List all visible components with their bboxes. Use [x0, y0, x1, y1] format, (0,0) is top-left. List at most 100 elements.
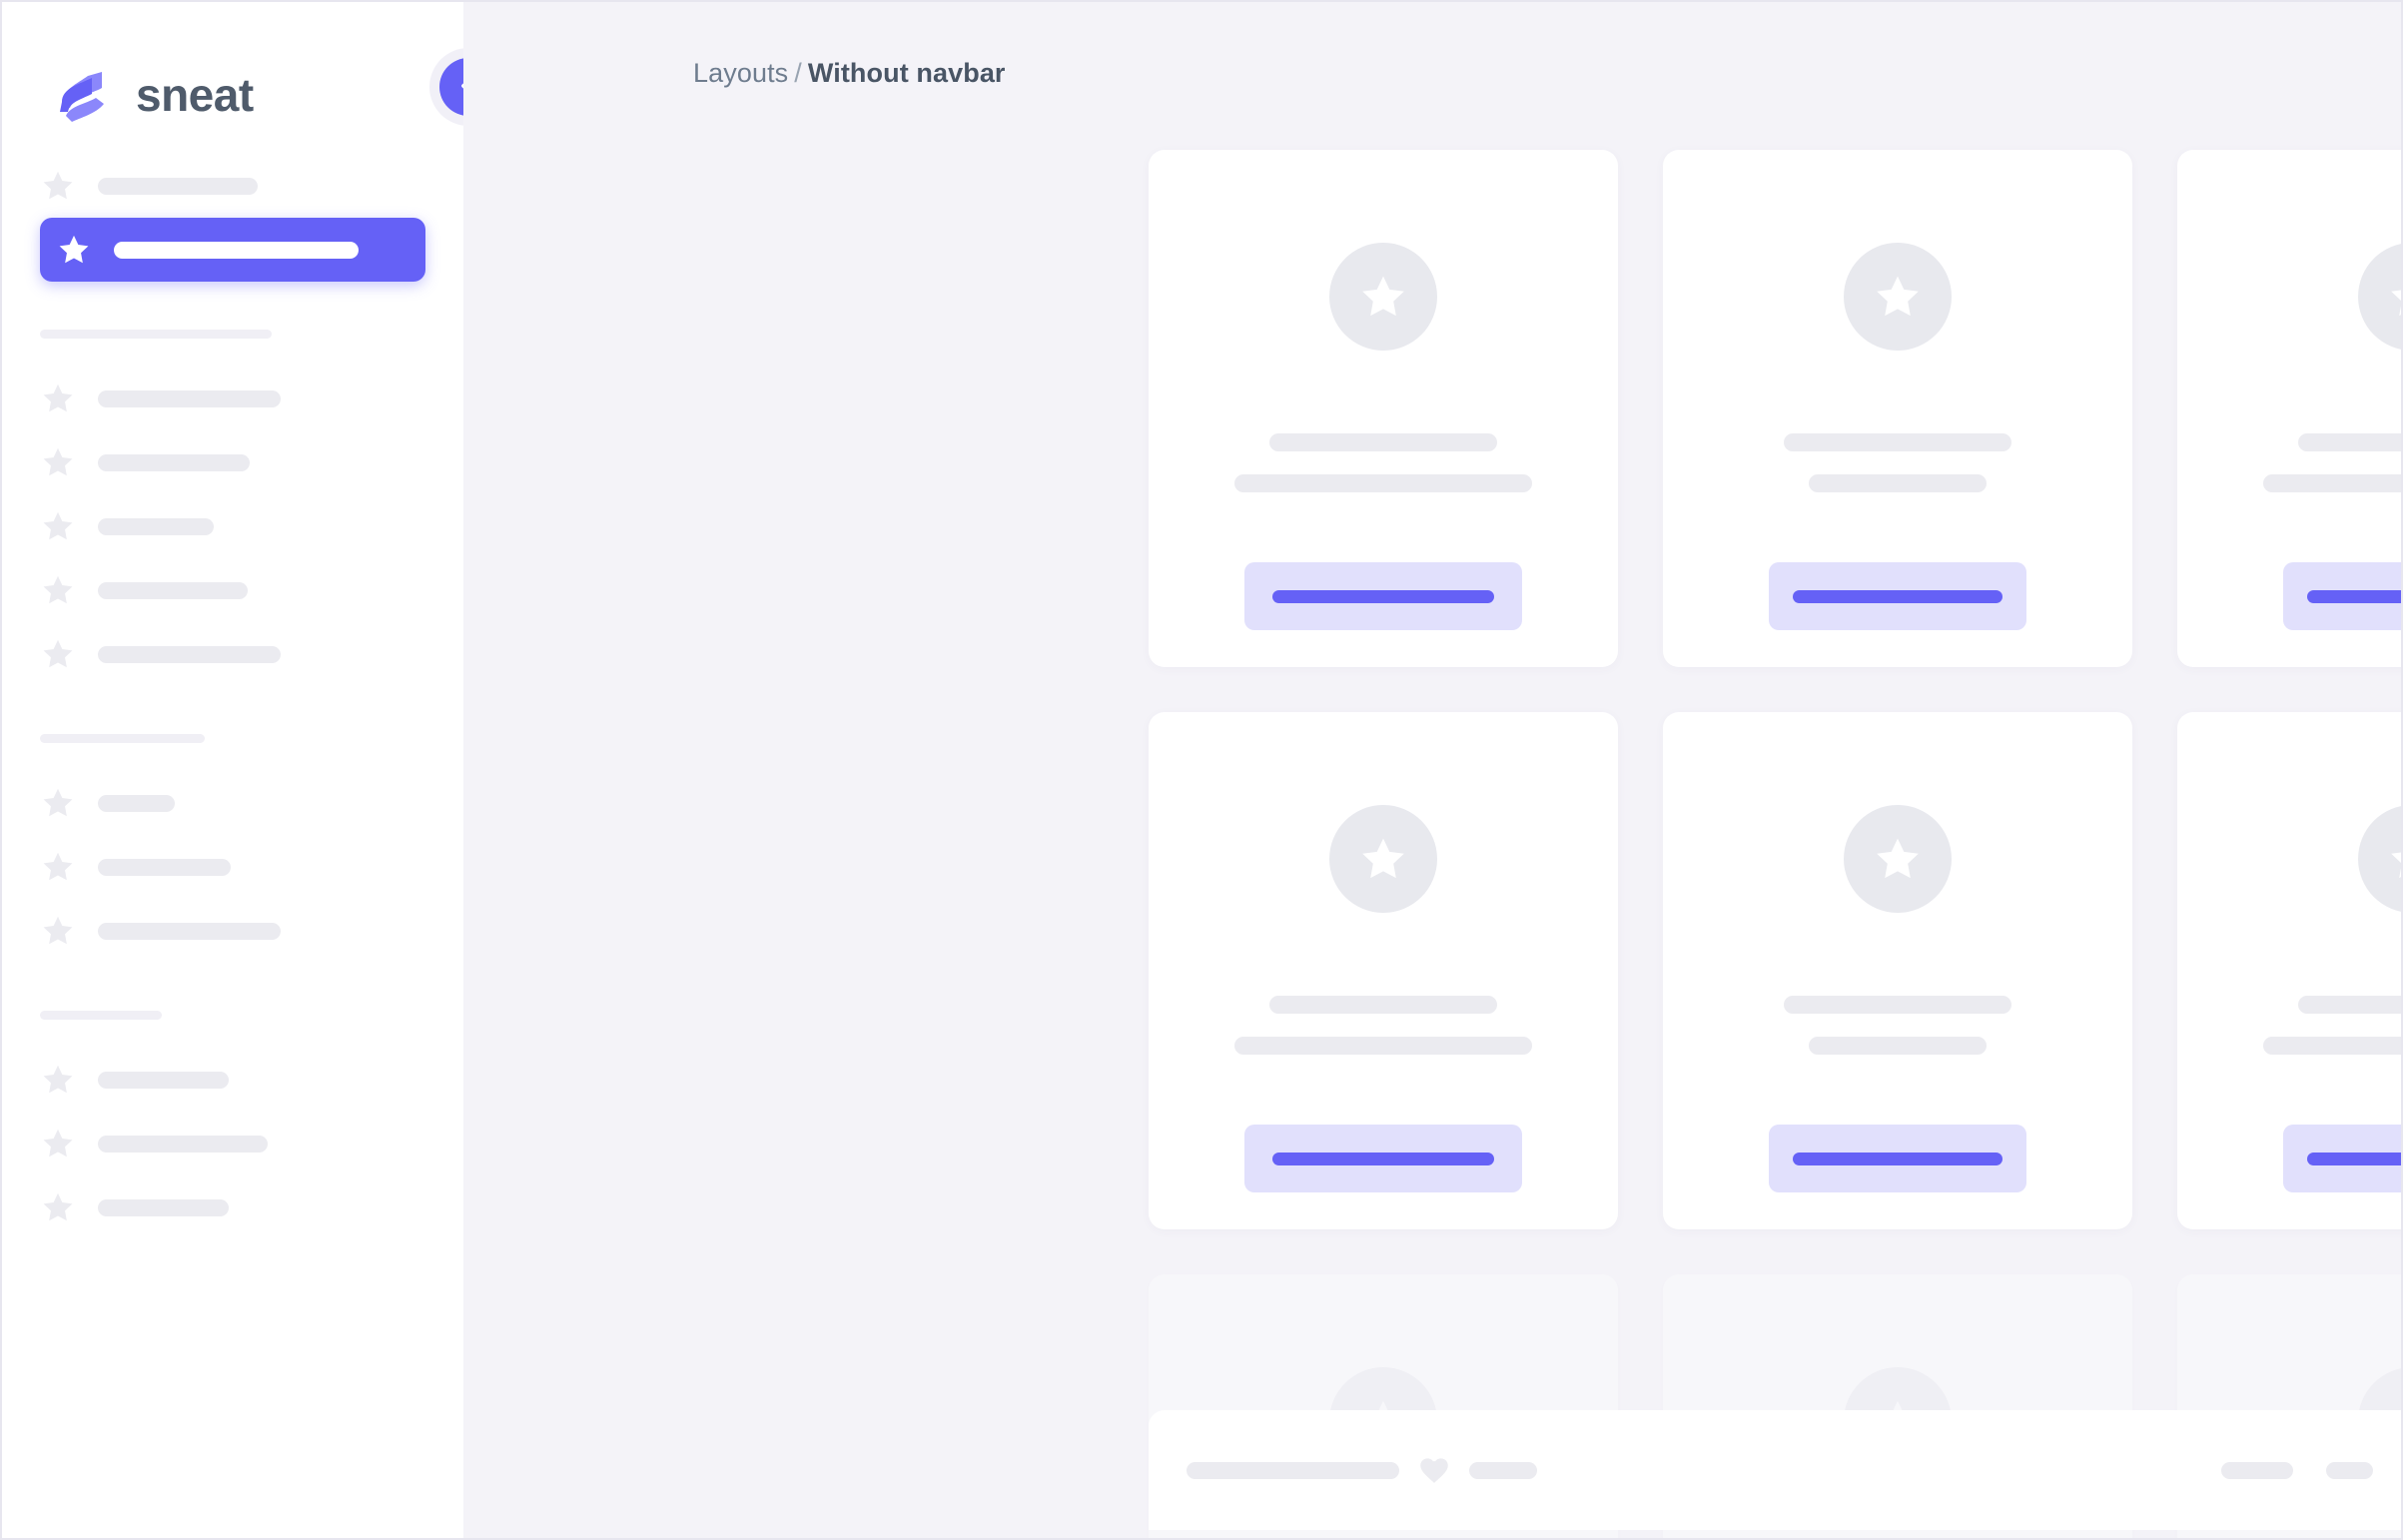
star-icon — [40, 168, 76, 204]
card-action-button-label-placeholder — [2307, 589, 2401, 603]
star-icon — [40, 381, 76, 416]
footer-right-group — [2221, 1461, 2401, 1479]
card-title-placeholder — [1784, 996, 2011, 1014]
breadcrumb: Layouts / Without navbar — [463, 2, 2401, 89]
sidebar-item[interactable] — [40, 771, 425, 835]
sidebar-item-label-placeholder — [98, 858, 231, 876]
card-action-button-label-placeholder — [1793, 589, 2002, 603]
card-avatar — [1329, 805, 1437, 913]
card-action-button-label-placeholder — [1793, 1152, 2002, 1165]
star-icon — [56, 232, 92, 268]
card-title-placeholder — [2298, 996, 2401, 1014]
sidebar-item-label-placeholder — [98, 453, 250, 471]
sidebar-item-label-placeholder — [98, 922, 281, 940]
card-subtitle-placeholder — [1809, 474, 1987, 492]
sidebar-item[interactable] — [40, 430, 425, 494]
star-icon — [40, 572, 76, 608]
sidebar: sneat — [2, 2, 463, 1538]
card-title-placeholder — [1269, 996, 1497, 1014]
sidebar-item-label-placeholder — [98, 177, 258, 195]
page-footer — [1149, 1410, 2401, 1530]
star-icon — [40, 849, 76, 885]
star-icon — [40, 1062, 76, 1098]
card-text-placeholders — [1663, 996, 2132, 1055]
content-card[interactable] — [1663, 712, 2132, 1229]
card-avatar — [2358, 805, 2401, 913]
card-text-placeholders — [2177, 996, 2401, 1055]
sidebar-item[interactable] — [40, 154, 425, 218]
sidebar-item-label-placeholder — [98, 389, 281, 407]
sidebar-item-active[interactable] — [40, 218, 425, 282]
footer-text-placeholder — [1187, 1461, 1399, 1479]
heart-icon — [1419, 1456, 1449, 1484]
card-action-button[interactable] — [1769, 562, 2026, 630]
card-action-button-label-placeholder — [1272, 1152, 1494, 1165]
card-text-placeholders — [1663, 433, 2132, 492]
card-grid — [1149, 150, 2401, 1538]
star-icon — [40, 444, 76, 480]
footer-link-1[interactable] — [2221, 1461, 2293, 1479]
card-action-button[interactable] — [2283, 562, 2401, 630]
content-card[interactable] — [1663, 150, 2132, 667]
sidebar-item-label-placeholder — [98, 1071, 229, 1089]
sidebar-item[interactable] — [40, 1112, 425, 1175]
breadcrumb-parent[interactable]: Layouts — [693, 58, 789, 88]
content-card[interactable] — [1149, 150, 1618, 667]
sidebar-item[interactable] — [40, 367, 425, 430]
sidebar-item[interactable] — [40, 899, 425, 963]
nav-group-gap — [40, 282, 425, 330]
card-avatar — [1329, 243, 1437, 351]
sidebar-item[interactable] — [40, 1048, 425, 1112]
sidebar-item[interactable] — [40, 494, 425, 558]
footer-author-placeholder — [1469, 1461, 1537, 1479]
star-icon — [40, 913, 76, 949]
card-avatar — [1844, 243, 1952, 351]
sidebar-nav — [2, 154, 463, 1239]
nav-group-gap — [40, 963, 425, 1011]
sidebar-collapse-button[interactable] — [439, 58, 463, 116]
card-subtitle-placeholder — [1809, 1037, 1987, 1055]
nav-section-heading-placeholder — [40, 1011, 162, 1020]
card-subtitle-placeholder — [2263, 474, 2401, 492]
sidebar-item[interactable] — [40, 835, 425, 899]
card-action-button[interactable] — [1244, 1125, 1522, 1192]
sidebar-item[interactable] — [40, 558, 425, 622]
sidebar-item-label-placeholder — [98, 1198, 229, 1216]
nav-section-heading-placeholder — [40, 734, 205, 743]
sidebar-item-label-placeholder — [98, 1135, 268, 1153]
sidebar-item-label-placeholder — [114, 241, 359, 259]
sneat-s-logo-icon — [52, 64, 114, 126]
card-action-button-label-placeholder — [1272, 589, 1494, 603]
sidebar-item-label-placeholder — [98, 794, 175, 812]
content-card[interactable] — [2177, 150, 2401, 667]
card-title-placeholder — [1784, 433, 2011, 451]
star-icon — [40, 785, 76, 821]
sidebar-item[interactable] — [40, 1175, 425, 1239]
card-title-placeholder — [1269, 433, 1497, 451]
card-text-placeholders — [2177, 433, 2401, 492]
breadcrumb-current: Without navbar — [807, 58, 1006, 88]
card-action-button[interactable] — [2283, 1125, 2401, 1192]
footer-left-group — [1187, 1456, 1537, 1484]
card-title-placeholder — [2298, 433, 2401, 451]
content-card[interactable] — [1149, 712, 1618, 1229]
card-action-button[interactable] — [1244, 562, 1522, 630]
sidebar-item-label-placeholder — [98, 645, 281, 663]
card-avatar — [1844, 805, 1952, 913]
footer-link-2[interactable] — [2326, 1461, 2373, 1479]
card-action-button[interactable] — [1769, 1125, 2026, 1192]
content-card[interactable] — [2177, 712, 2401, 1229]
main-content: Layouts / Without navbar — [463, 2, 2401, 1538]
star-icon — [40, 1189, 76, 1225]
chevron-left-icon — [453, 71, 463, 104]
sidebar-item[interactable] — [40, 622, 425, 686]
nav-section-heading-placeholder — [40, 330, 272, 339]
brand[interactable]: sneat — [2, 2, 463, 142]
breadcrumb-separator: / — [794, 58, 802, 88]
brand-name: sneat — [136, 69, 254, 121]
card-action-button-label-placeholder — [2307, 1152, 2401, 1165]
card-subtitle-placeholder — [2263, 1037, 2401, 1055]
star-icon — [40, 636, 76, 672]
card-text-placeholders — [1149, 433, 1618, 492]
